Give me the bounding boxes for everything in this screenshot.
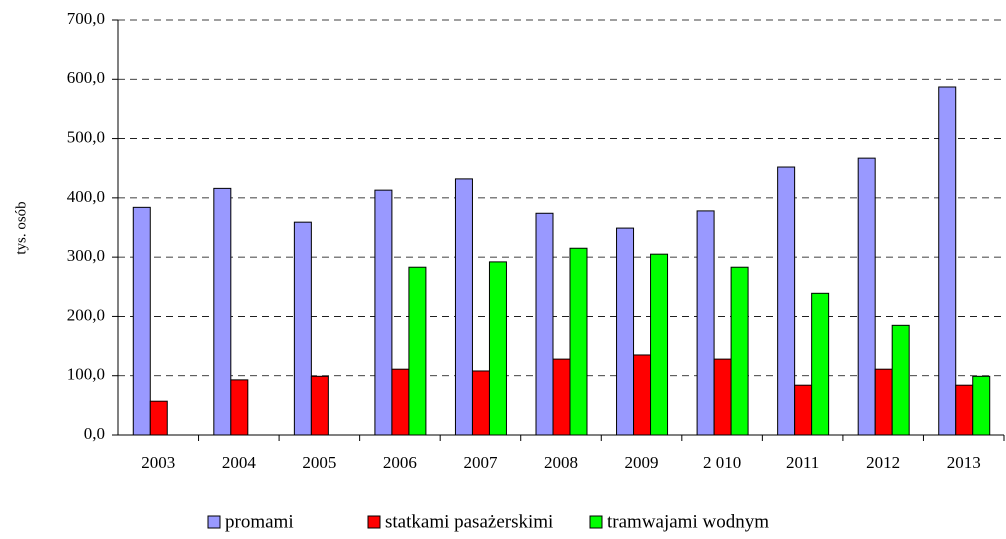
x-tick-label: 2003 — [141, 453, 175, 472]
y-tick-label: 400,0 — [67, 187, 105, 206]
legend-swatch — [367, 515, 381, 529]
y-axis-label: tys. osób — [13, 201, 29, 254]
bar — [955, 384, 974, 436]
x-tick-label: 2007 — [463, 453, 498, 472]
bar — [488, 261, 507, 436]
x-tick-label: 2011 — [786, 453, 819, 472]
bar — [454, 178, 473, 436]
bar — [552, 358, 571, 436]
bar — [132, 206, 151, 436]
bar — [633, 354, 652, 436]
x-tick-label: 2 010 — [703, 453, 741, 472]
bar — [293, 221, 312, 436]
bar — [471, 370, 490, 436]
y-tick-label: 200,0 — [67, 305, 105, 324]
y-tick-label: 600,0 — [67, 68, 105, 87]
x-tick-label: 2004 — [222, 453, 257, 472]
legend-label: promami — [225, 511, 294, 532]
x-tick-label: 2008 — [544, 453, 578, 472]
y-tick-label: 0,0 — [84, 424, 105, 443]
x-tick-label: 2012 — [866, 453, 900, 472]
bar — [535, 212, 554, 436]
legend-swatch — [207, 515, 221, 529]
bar — [569, 247, 588, 436]
x-tick-label: 2013 — [947, 453, 981, 472]
bar — [391, 368, 410, 436]
y-tick-label: 100,0 — [67, 365, 105, 384]
bar — [713, 358, 732, 436]
y-tick-label: 700,0 — [67, 9, 105, 28]
legend-swatch — [589, 515, 603, 529]
bar — [230, 379, 249, 436]
x-tick-label: 2006 — [383, 453, 417, 472]
bar — [696, 210, 715, 436]
bar — [794, 384, 813, 436]
legend-label: tramwajami wodnym — [607, 511, 769, 532]
bar — [213, 187, 232, 436]
bar — [857, 157, 876, 436]
bar — [777, 166, 796, 436]
bar — [408, 266, 427, 436]
x-tick-label: 2009 — [625, 453, 659, 472]
bar — [650, 253, 669, 436]
bar — [374, 189, 393, 436]
bar — [730, 266, 749, 436]
bar — [874, 368, 893, 436]
y-tick-label: 300,0 — [67, 246, 105, 265]
legend-label: statkami pasażerskimi — [385, 511, 553, 532]
bar — [972, 375, 991, 436]
bar — [310, 375, 329, 436]
bar — [616, 227, 635, 436]
bar — [811, 292, 830, 436]
y-tick-label: 500,0 — [67, 127, 105, 146]
x-tick-label: 2005 — [302, 453, 336, 472]
bar — [938, 86, 957, 436]
bar — [149, 400, 168, 436]
bar — [891, 324, 910, 436]
